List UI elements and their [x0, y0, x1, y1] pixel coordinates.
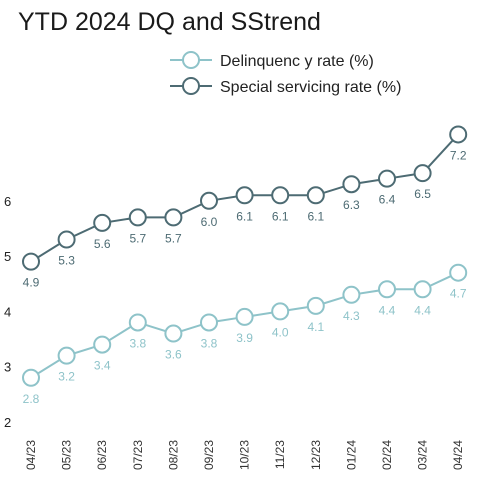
data-point [449, 125, 468, 144]
data-label: 4.0 [272, 325, 289, 339]
x-tick-label: 04/23 [24, 440, 38, 470]
legend-marker-delinquency [182, 51, 200, 69]
series-delinquency: 2.8 3.2 3.4 3.8 3.6 3.8 3.9 4.0 4.1 4.3 4.4 4.4 4.7 [22, 263, 468, 406]
data-point [164, 208, 183, 227]
legend-item-delinquency: Delinquenc y rate (%) [170, 51, 374, 70]
legend-item-special-servicing: Special servicing rate (%) [170, 77, 401, 96]
data-point [128, 313, 147, 332]
data-point [306, 296, 325, 315]
data-label: 3.6 [165, 348, 182, 362]
x-axis: 04/23 05/23 06/23 07/23 08/23 09/23 10/23 11/23… [24, 440, 465, 470]
data-point [164, 324, 183, 343]
x-tick-label: 05/23 [60, 440, 74, 470]
data-point [378, 280, 396, 299]
data-label: 6.1 [236, 209, 253, 223]
x-tick-label: 10/23 [238, 440, 252, 470]
data-point [200, 191, 218, 210]
data-label: 4.9 [23, 276, 40, 290]
x-tick-label: 09/23 [202, 440, 216, 470]
data-label: 6.4 [379, 193, 396, 207]
y-tick-label: 3 [4, 360, 11, 375]
data-label: 3.4 [94, 359, 111, 373]
legend-marker-special-servicing [182, 77, 200, 95]
data-label: 4.1 [307, 320, 324, 334]
data-point [306, 186, 325, 205]
x-tick-label: 12/23 [309, 440, 323, 470]
legend-label-delinquency: Delinquenc y rate (%) [220, 53, 374, 70]
data-label: 3.9 [236, 331, 253, 345]
x-tick-label: 07/23 [131, 440, 145, 470]
data-point [413, 164, 432, 183]
data-point [93, 213, 112, 232]
y-axis: 2 3 4 5 6 [4, 194, 11, 430]
data-label: 6.3 [343, 198, 360, 212]
x-tick-label: 02/24 [380, 440, 394, 470]
data-point [57, 346, 76, 365]
x-tick-label: 04/24 [451, 440, 465, 470]
x-tick-label: 11/23 [273, 440, 287, 469]
y-tick-label: 4 [4, 304, 11, 319]
series-special-servicing: 4.9 5.3 5.6 5.7 5.7 6.0 6.1 6.1 6.1 6.3 6.4 6.5 7.2 [22, 125, 468, 290]
x-tick-label: 03/24 [416, 440, 430, 470]
data-label: 4.4 [379, 303, 396, 317]
data-point [413, 280, 432, 299]
data-point [235, 307, 254, 326]
data-point [93, 335, 112, 354]
data-point [378, 169, 396, 188]
data-label: 5.7 [129, 231, 146, 245]
data-label: 5.7 [165, 231, 182, 245]
chart-title: YTD 2024 DQ and SStrend [18, 8, 321, 36]
data-point [22, 368, 40, 387]
x-tick-label: 06/23 [95, 440, 109, 470]
data-label: 4.4 [414, 303, 431, 317]
legend: Delinquenc y rate (%) Special servicing … [170, 51, 401, 96]
data-point [449, 263, 468, 282]
data-label: 7.2 [450, 148, 467, 162]
data-point [271, 186, 290, 205]
data-label: 2.8 [23, 392, 40, 406]
x-tick-label: 08/23 [166, 440, 180, 470]
data-label: 4.7 [450, 287, 467, 301]
data-label: 6.1 [307, 209, 324, 223]
data-point [271, 302, 290, 321]
data-label: 3.8 [129, 336, 146, 350]
data-label: 6.0 [201, 215, 218, 229]
data-point [235, 186, 254, 205]
data-point [342, 175, 361, 194]
data-label: 4.3 [343, 309, 360, 323]
data-label: 3.8 [201, 336, 218, 350]
data-label: 3.2 [58, 370, 75, 384]
data-point [22, 252, 40, 271]
y-tick-label: 2 [4, 415, 11, 430]
data-point [200, 313, 218, 332]
data-label: 5.3 [58, 254, 75, 268]
data-label: 6.5 [414, 187, 431, 201]
data-point [128, 208, 147, 227]
data-label: 5.6 [94, 237, 111, 251]
data-label: 6.1 [272, 209, 289, 223]
x-tick-label: 01/24 [344, 440, 358, 470]
data-point [57, 230, 76, 249]
y-tick-label: 6 [4, 194, 11, 209]
data-point [342, 285, 361, 304]
y-tick-label: 5 [4, 249, 11, 264]
legend-label-special-servicing: Special servicing rate (%) [220, 79, 401, 96]
plot-area: 2.83.23.43.83.63.8 3.9 4.0 4.14.3 4.4 4.44.74… [22, 125, 468, 406]
